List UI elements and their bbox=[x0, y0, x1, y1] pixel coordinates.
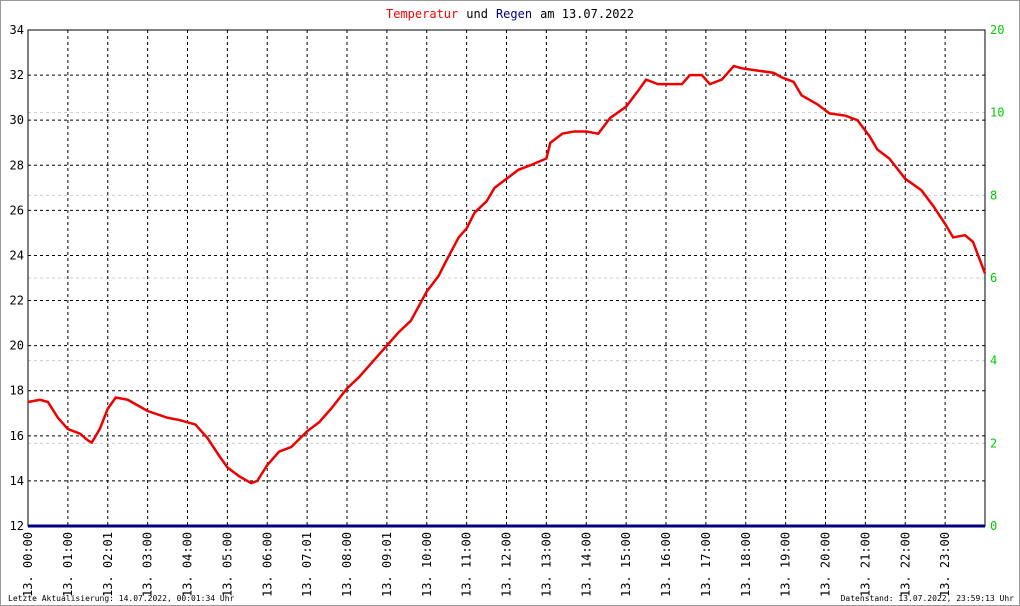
x-tick-label: 13. 18:00 bbox=[739, 532, 753, 597]
y-tick-label: 12 bbox=[10, 519, 24, 533]
title-part: Regen bbox=[496, 7, 532, 21]
series-line bbox=[27, 64, 987, 485]
title-part: Temperatur bbox=[386, 7, 458, 21]
footer-right: Datenstand: 13.07.2022, 23:59:13 Uhr bbox=[841, 594, 1015, 603]
x-tick-label: 13. 04:00 bbox=[181, 532, 195, 597]
y-tick-label: 14 bbox=[10, 474, 24, 488]
x-tick-label: 13. 20:00 bbox=[819, 532, 833, 597]
y-tick-label: 26 bbox=[10, 203, 24, 217]
title-part: und bbox=[466, 7, 488, 21]
x-tick-label: 13. 12:00 bbox=[500, 532, 514, 597]
y2-tick-label: 8 bbox=[990, 188, 997, 202]
x-tick-label: 13. 19:00 bbox=[779, 532, 793, 597]
y-tick-label: 22 bbox=[10, 294, 24, 308]
x-tick-label: 13. 13:00 bbox=[539, 532, 553, 597]
x-tick-label: 13. 16:00 bbox=[659, 532, 673, 597]
y2-tick-label: 2 bbox=[990, 436, 997, 450]
y2-tick-label: 0 bbox=[990, 519, 997, 533]
x-tick-label: 13. 01:00 bbox=[61, 532, 75, 597]
y-tick-label: 24 bbox=[10, 248, 24, 262]
x-tick-label: 13. 07:01 bbox=[300, 532, 314, 597]
footer-left: Letzte Aktualisierung: 14.07.2022, 00:01… bbox=[8, 594, 235, 603]
y-tick-label: 18 bbox=[10, 384, 24, 398]
y-tick-label: 30 bbox=[10, 113, 24, 127]
x-tick-label: 13. 23:00 bbox=[938, 532, 952, 597]
y-tick-label: 32 bbox=[10, 68, 24, 82]
y2-tick-label: 6 bbox=[990, 271, 997, 285]
x-tick-label: 13. 21:00 bbox=[858, 532, 872, 597]
x-tick-label: 13. 15:00 bbox=[619, 532, 633, 597]
x-tick-label: 13. 09:01 bbox=[380, 532, 394, 597]
title-part: am 13.07.2022 bbox=[540, 7, 634, 21]
x-tick-label: 13. 14:00 bbox=[579, 532, 593, 597]
y2-tick-label: 4 bbox=[990, 354, 997, 368]
y-tick-label: 20 bbox=[10, 339, 24, 353]
y-tick-label: 34 bbox=[10, 23, 24, 37]
x-tick-label: 13. 02:01 bbox=[101, 532, 115, 597]
x-tick-label: 13. 10:00 bbox=[420, 532, 434, 597]
x-tick-label: 13. 17:00 bbox=[699, 532, 713, 597]
y-tick-label: 28 bbox=[10, 158, 24, 172]
y2-tick-label: 10 bbox=[990, 106, 1004, 120]
x-tick-label: 13. 22:00 bbox=[898, 532, 912, 597]
x-tick-label: 13. 11:00 bbox=[460, 532, 474, 597]
x-tick-label: 13. 06:00 bbox=[260, 532, 274, 597]
x-tick-label: 13. 05:00 bbox=[220, 532, 234, 597]
chart-title: Temperatur und Regen am 13.07.2022 bbox=[386, 7, 634, 21]
x-tick-label: 13. 00:00 bbox=[21, 532, 35, 597]
x-tick-label: 13. 08:00 bbox=[340, 532, 354, 597]
y-tick-label: 16 bbox=[10, 429, 24, 443]
y2-tick-label: 20 bbox=[990, 23, 1004, 37]
x-tick-label: 13. 03:00 bbox=[141, 532, 155, 597]
